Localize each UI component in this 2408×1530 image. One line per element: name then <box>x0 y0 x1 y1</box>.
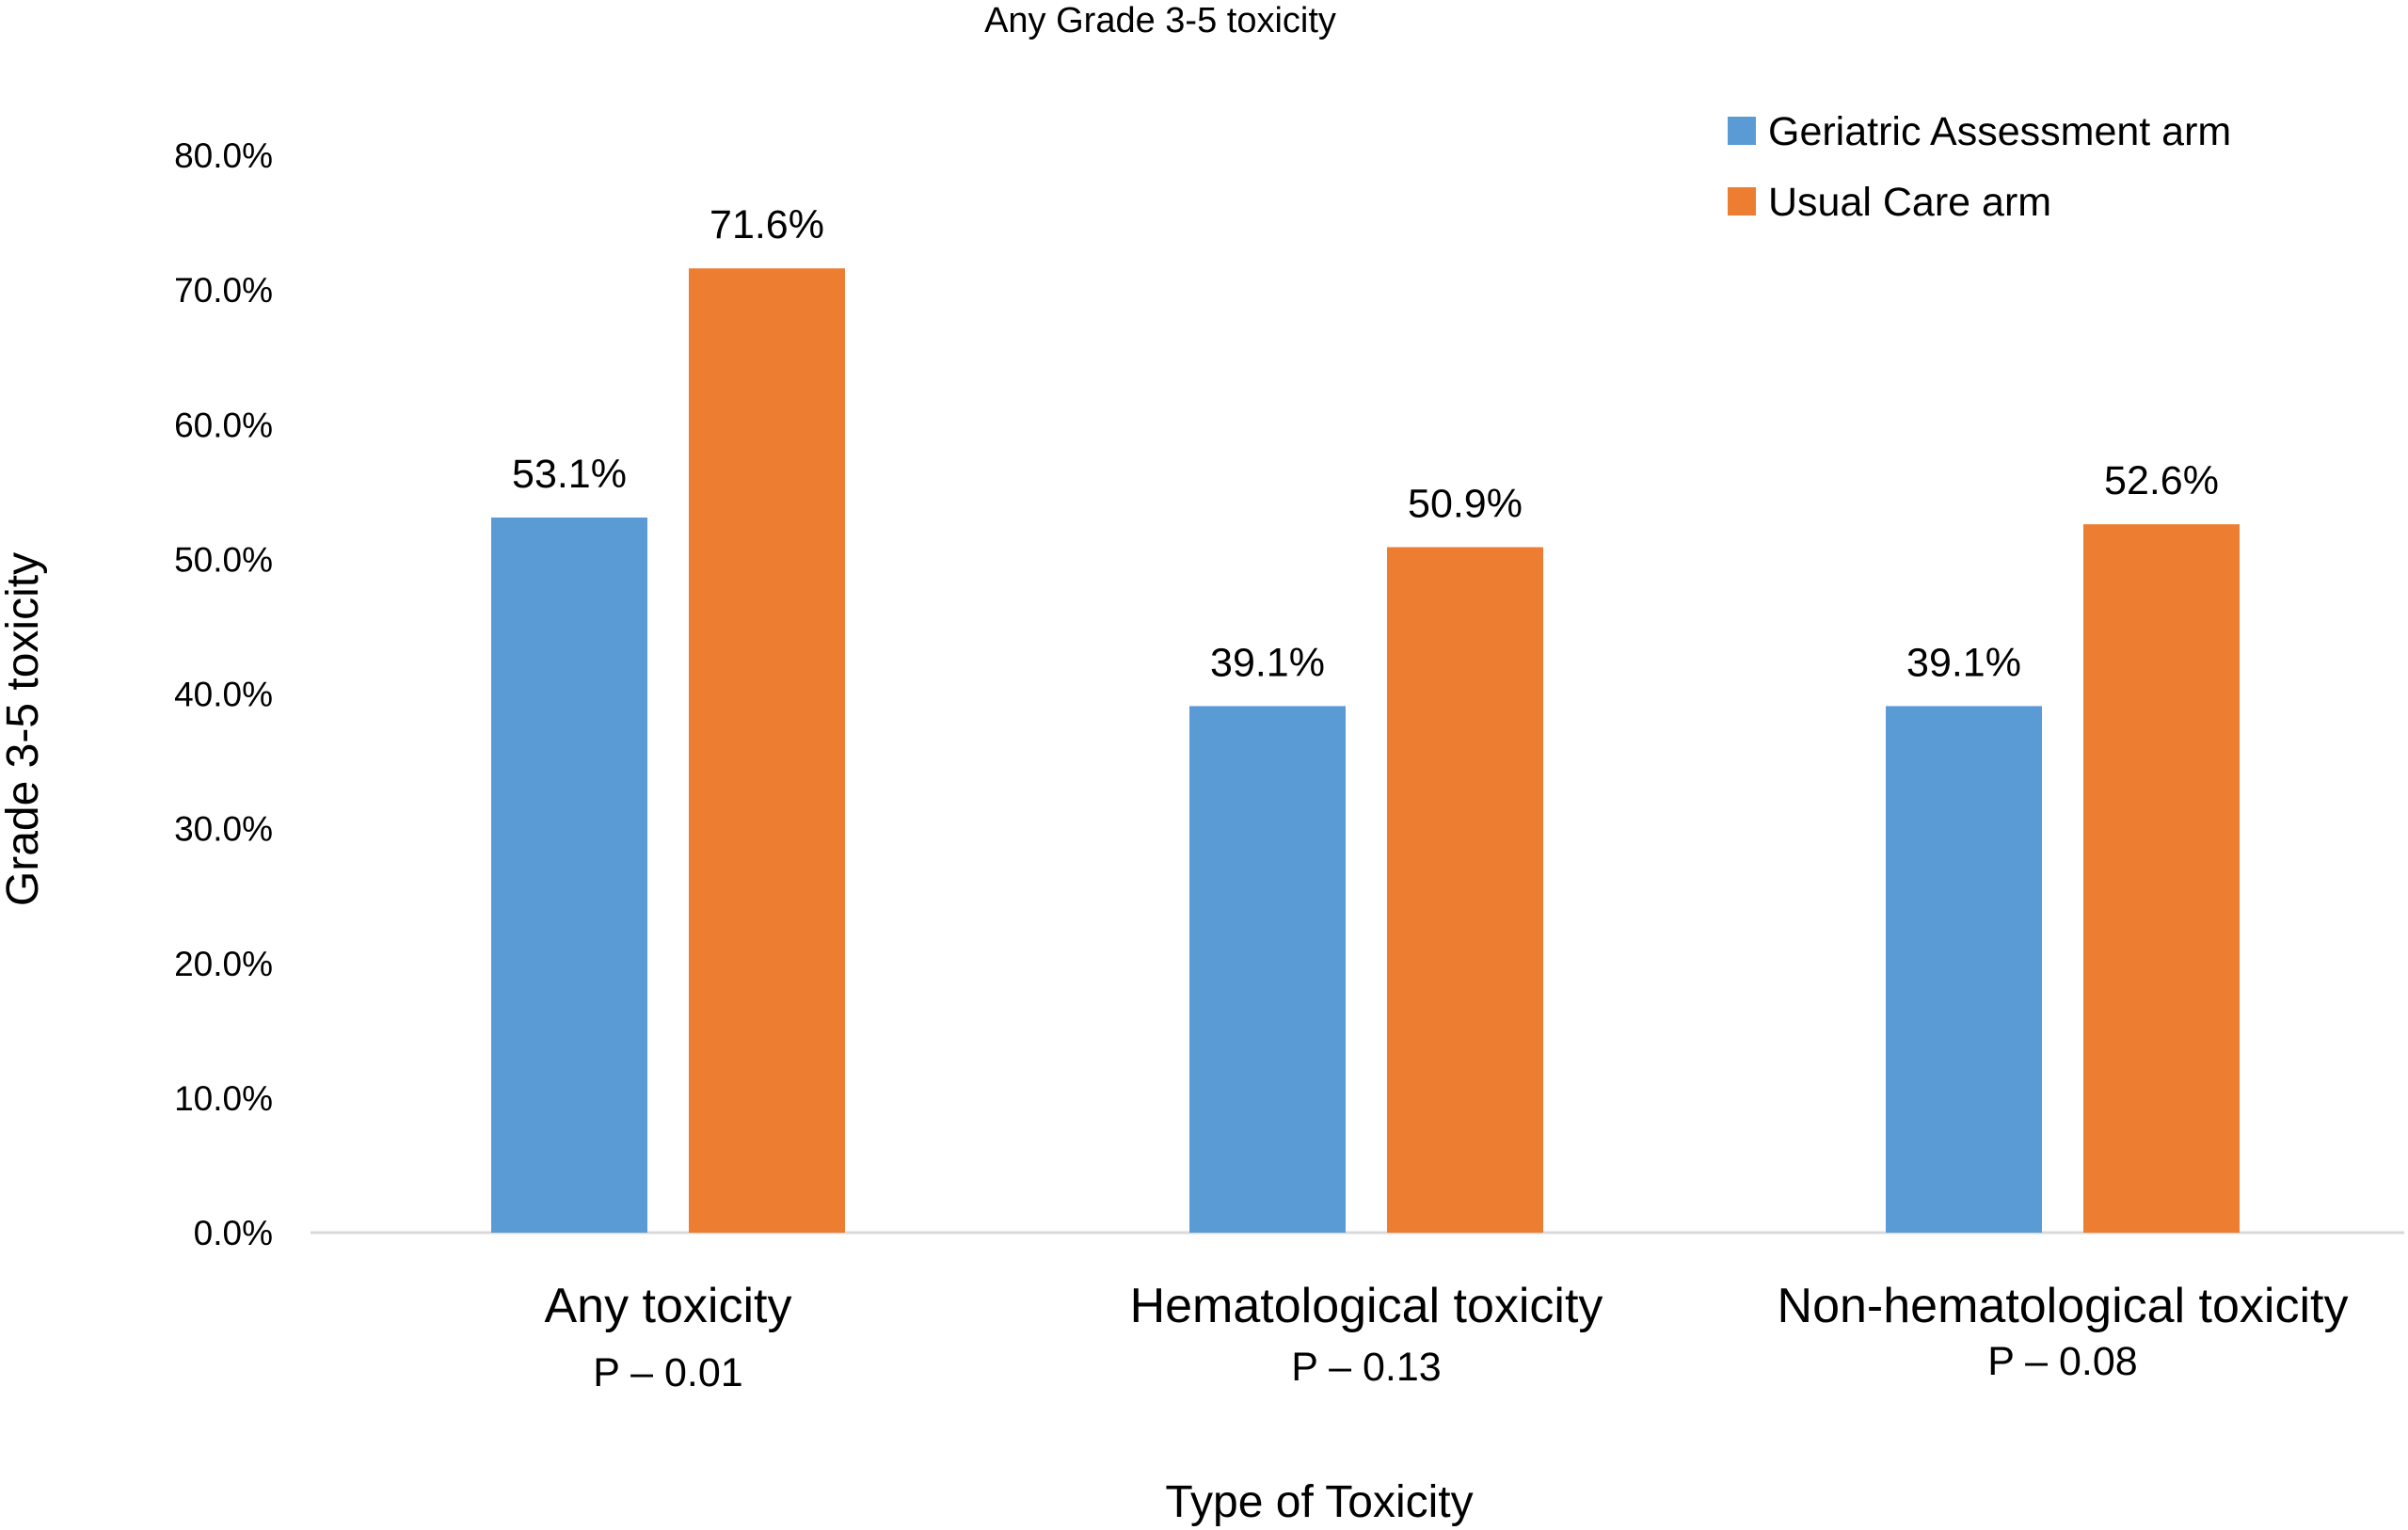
data-label: 39.1% <box>1210 640 1325 685</box>
x-category-label: Hematological toxicity <box>1130 1279 1603 1333</box>
y-tick-label: 40.0% <box>174 676 273 714</box>
y-tick-label: 60.0% <box>174 406 273 444</box>
y-tick-label: 50.0% <box>174 540 273 579</box>
legend-label: Usual Care arm <box>1768 180 2051 225</box>
data-label: 53.1% <box>512 452 627 497</box>
p-value-label: P – 0.08 <box>1987 1339 2137 1384</box>
category-labels: Any toxicity P – 0.01 Hematological toxici… <box>545 1279 2349 1395</box>
x-axis-title: Type of Toxicity <box>1165 1477 1473 1527</box>
p-value-label: P – 0.01 <box>593 1350 742 1395</box>
data-labels: 53.1% 39.1% 39.1% 71.6% 50.9% 52.6% <box>512 202 2219 685</box>
legend-swatch <box>1728 187 1756 215</box>
p-value-label: P – 0.13 <box>1291 1345 1441 1390</box>
legend-label: Geriatric Assessment arm <box>1768 109 2231 154</box>
y-tick-label: 20.0% <box>174 945 273 983</box>
legend-swatch <box>1728 117 1756 145</box>
data-label: 39.1% <box>1906 640 2021 685</box>
bar <box>1886 706 2042 1233</box>
y-tick-label: 10.0% <box>174 1079 273 1118</box>
y-tick-label: 30.0% <box>174 810 273 849</box>
bars <box>491 268 2240 1234</box>
y-tick-label: 80.0% <box>174 136 273 175</box>
bar <box>2083 524 2240 1233</box>
bar <box>491 518 647 1233</box>
y-axis-title: Grade 3-5 toxicity <box>0 552 48 906</box>
bar <box>1387 547 1543 1233</box>
y-axis-ticks: 0.0% 10.0% 20.0% 30.0% 40.0% 50.0% 60.0% 70.0% 8… <box>174 136 273 1252</box>
x-category-label: Any toxicity <box>545 1279 792 1333</box>
legend: Geriatric Assessment arm Usual Care arm <box>1728 109 2231 225</box>
data-label: 52.6% <box>2104 458 2219 503</box>
y-tick-label: 0.0% <box>194 1214 273 1252</box>
bar <box>689 268 845 1234</box>
y-tick-label: 70.0% <box>174 271 273 310</box>
chart-title: Any Grade 3-5 toxicity <box>984 1 1336 40</box>
x-category-label: Non-hematological toxicity <box>1778 1279 2349 1333</box>
data-label: 50.9% <box>1408 481 1523 526</box>
bar <box>1189 706 1346 1233</box>
data-label: 71.6% <box>710 202 824 247</box>
